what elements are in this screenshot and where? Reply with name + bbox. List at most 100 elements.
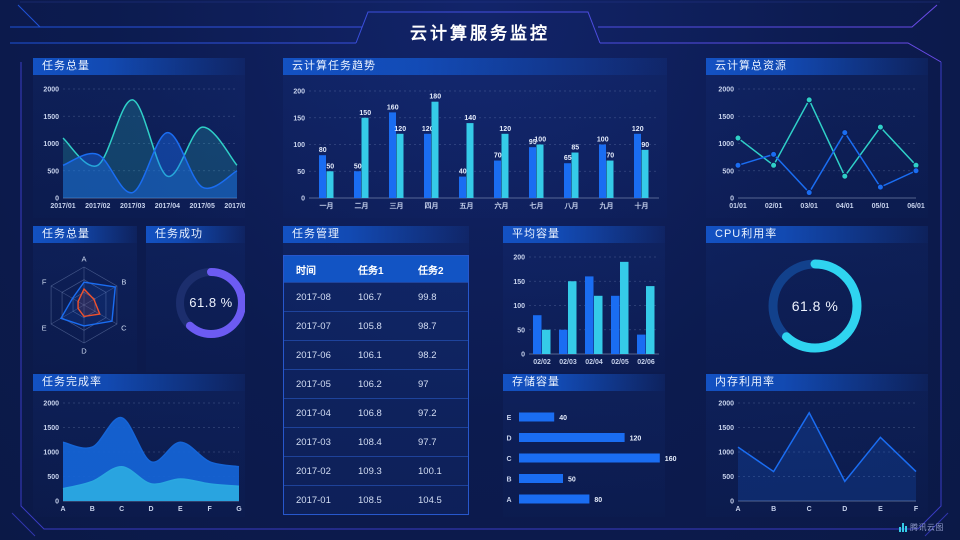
svg-text:95: 95 — [529, 139, 537, 146]
svg-text:E: E — [507, 415, 512, 422]
svg-text:150: 150 — [513, 279, 525, 286]
svg-text:A: A — [506, 497, 511, 504]
svg-text:1500: 1500 — [43, 114, 59, 121]
svg-text:140: 140 — [464, 115, 476, 122]
svg-text:50: 50 — [326, 163, 334, 170]
panel-header-avg-capacity: 平均容量 — [503, 226, 665, 243]
svg-text:100: 100 — [293, 142, 305, 149]
svg-text:F: F — [914, 506, 919, 513]
svg-text:1500: 1500 — [718, 114, 734, 121]
svg-text:二月: 二月 — [355, 202, 369, 210]
table-row: 2017-05 106.2 97 — [284, 369, 468, 398]
svg-text:50: 50 — [568, 477, 576, 484]
table-cell: 97.7 — [418, 436, 437, 448]
svg-text:500: 500 — [722, 168, 734, 175]
svg-text:D: D — [148, 506, 153, 513]
panel-header-storage-capacity: 存储容量 — [503, 374, 665, 391]
panel-header-memory-usage: 内存利用率 — [706, 374, 928, 391]
svg-text:50: 50 — [354, 163, 362, 170]
svg-text:0: 0 — [55, 499, 59, 506]
svg-text:D: D — [506, 436, 511, 443]
svg-text:2017/03: 2017/03 — [120, 203, 145, 210]
svg-text:40: 40 — [459, 169, 467, 176]
svg-text:B: B — [771, 506, 776, 513]
svg-text:85: 85 — [571, 145, 579, 152]
table-cell: 100.1 — [418, 465, 442, 477]
svg-text:九月: 九月 — [599, 201, 614, 210]
svg-text:120: 120 — [394, 126, 406, 133]
panel-task-total-radar: 任务总量 A B C D E F — [33, 226, 137, 372]
panel-task-management: 任务管理 时间 任务1 任务2 2017-08 106.7 99.8 2017-07 105.… — [283, 226, 469, 516]
memory-usage-line-chart: 0 500 1000 1500 2000 A B C D E F — [718, 401, 919, 514]
table-row: 2017-03 108.4 97.7 — [284, 427, 468, 456]
panel-task-completion: 任务完成率 0 500 1000 1500 2000 A B C D E F G — [33, 374, 245, 517]
svg-text:50: 50 — [517, 327, 525, 334]
table-header-row: 时间 任务1 任务2 — [284, 256, 468, 282]
table-cell: 2017-04 — [296, 407, 331, 419]
svg-text:2017/04: 2017/04 — [155, 203, 180, 210]
table-cell: 2017-01 — [296, 494, 331, 506]
svg-text:2017/06: 2017/06 — [224, 203, 245, 210]
avg-capacity-bar-chart: 0 50 100 150 200 02/02 02/03 02/04 02/05 02/06 — [513, 255, 659, 366]
svg-text:01/01: 01/01 — [729, 203, 747, 210]
svg-text:0: 0 — [730, 499, 734, 506]
svg-text:100: 100 — [534, 137, 546, 144]
panel-header-task-trend: 云计算任务趋势 — [283, 58, 667, 75]
table-cell: 105.8 — [358, 320, 382, 332]
page-title: 云计算服务监控 — [410, 24, 550, 43]
svg-text:200: 200 — [293, 89, 305, 96]
svg-text:500: 500 — [47, 474, 59, 481]
table-cell: 99.8 — [418, 291, 437, 303]
svg-text:02/01: 02/01 — [765, 203, 783, 210]
table-row: 2017-02 109.3 100.1 — [284, 456, 468, 485]
svg-text:150: 150 — [359, 110, 371, 117]
svg-text:E: E — [878, 506, 883, 513]
svg-text:A: A — [60, 506, 65, 513]
task-trend-bar-chart: 0 50 100 150 200 一月 二月 三月 四月 五月 六月 七月 八月 九月 十月 80 50 160 1… — [293, 89, 659, 210]
svg-text:02/06: 02/06 — [637, 359, 655, 366]
svg-text:1000: 1000 — [43, 450, 59, 457]
svg-text:B: B — [506, 477, 511, 484]
panel-task-total-trend: 任务总量 0 500 1000 1500 2000 2017/01 2017/02 2017/… — [33, 58, 245, 218]
svg-text:1500: 1500 — [43, 425, 59, 432]
table-cell: 2017-03 — [296, 436, 331, 448]
svg-text:160: 160 — [387, 104, 399, 111]
cloud-resources-line-chart: 0 500 1000 1500 2000 01/01 02/01 03/01 04/01 05/0… — [718, 87, 924, 211]
svg-text:五月: 五月 — [460, 202, 474, 210]
svg-text:100: 100 — [513, 303, 525, 310]
svg-text:2000: 2000 — [718, 401, 734, 408]
svg-text:70: 70 — [606, 153, 614, 160]
svg-text:G: G — [236, 506, 242, 513]
svg-text:500: 500 — [47, 168, 59, 175]
table-header-cell: 任务2 — [418, 265, 444, 277]
panel-cloud-resources: 云计算总资源 0 500 1000 1500 2000 01/01 02/01 03/01 04… — [706, 58, 928, 218]
table-row: 2017-04 106.8 97.2 — [284, 398, 468, 427]
table-cell: 98.2 — [418, 349, 437, 361]
panel-header-task-success: 任务成功 — [146, 226, 245, 243]
table-cell: 2017-05 — [296, 378, 331, 390]
svg-text:六月: 六月 — [495, 201, 509, 210]
svg-text:1000: 1000 — [718, 450, 734, 457]
svg-text:2017/05: 2017/05 — [190, 203, 215, 210]
svg-text:D: D — [842, 506, 847, 513]
panel-cpu-usage: CPU利用率 — [706, 226, 928, 372]
table-row: 2017-01 108.5 104.5 — [284, 485, 468, 514]
task-table: 时间 任务1 任务2 2017-08 106.7 99.8 2017-07 105.8 98.7… — [283, 255, 469, 515]
table-row: 2017-06 106.1 98.2 — [284, 340, 468, 369]
panel-header-cpu-usage: CPU利用率 — [706, 226, 928, 243]
svg-text:05/01: 05/01 — [872, 203, 890, 210]
panel-storage-capacity: 存储容量 E 40 D 120 C 160 B 50 A 80 — [503, 374, 677, 517]
table-cell: 106.8 — [358, 407, 382, 419]
svg-text:180: 180 — [429, 94, 441, 101]
svg-text:70: 70 — [494, 153, 502, 160]
panel-header-task-total-radar: 任务总量 — [33, 226, 137, 243]
svg-text:120: 120 — [422, 126, 434, 133]
svg-text:40: 40 — [559, 415, 567, 422]
storage-capacity-hbar-chart: E 40 D 120 C 160 B 50 A 80 — [506, 412, 677, 504]
svg-text:E: E — [42, 324, 47, 333]
table-cell: 108.4 — [358, 436, 382, 448]
svg-text:80: 80 — [594, 497, 602, 504]
svg-text:50: 50 — [297, 169, 305, 176]
svg-text:四月: 四月 — [425, 202, 439, 210]
svg-text:200: 200 — [513, 255, 525, 262]
